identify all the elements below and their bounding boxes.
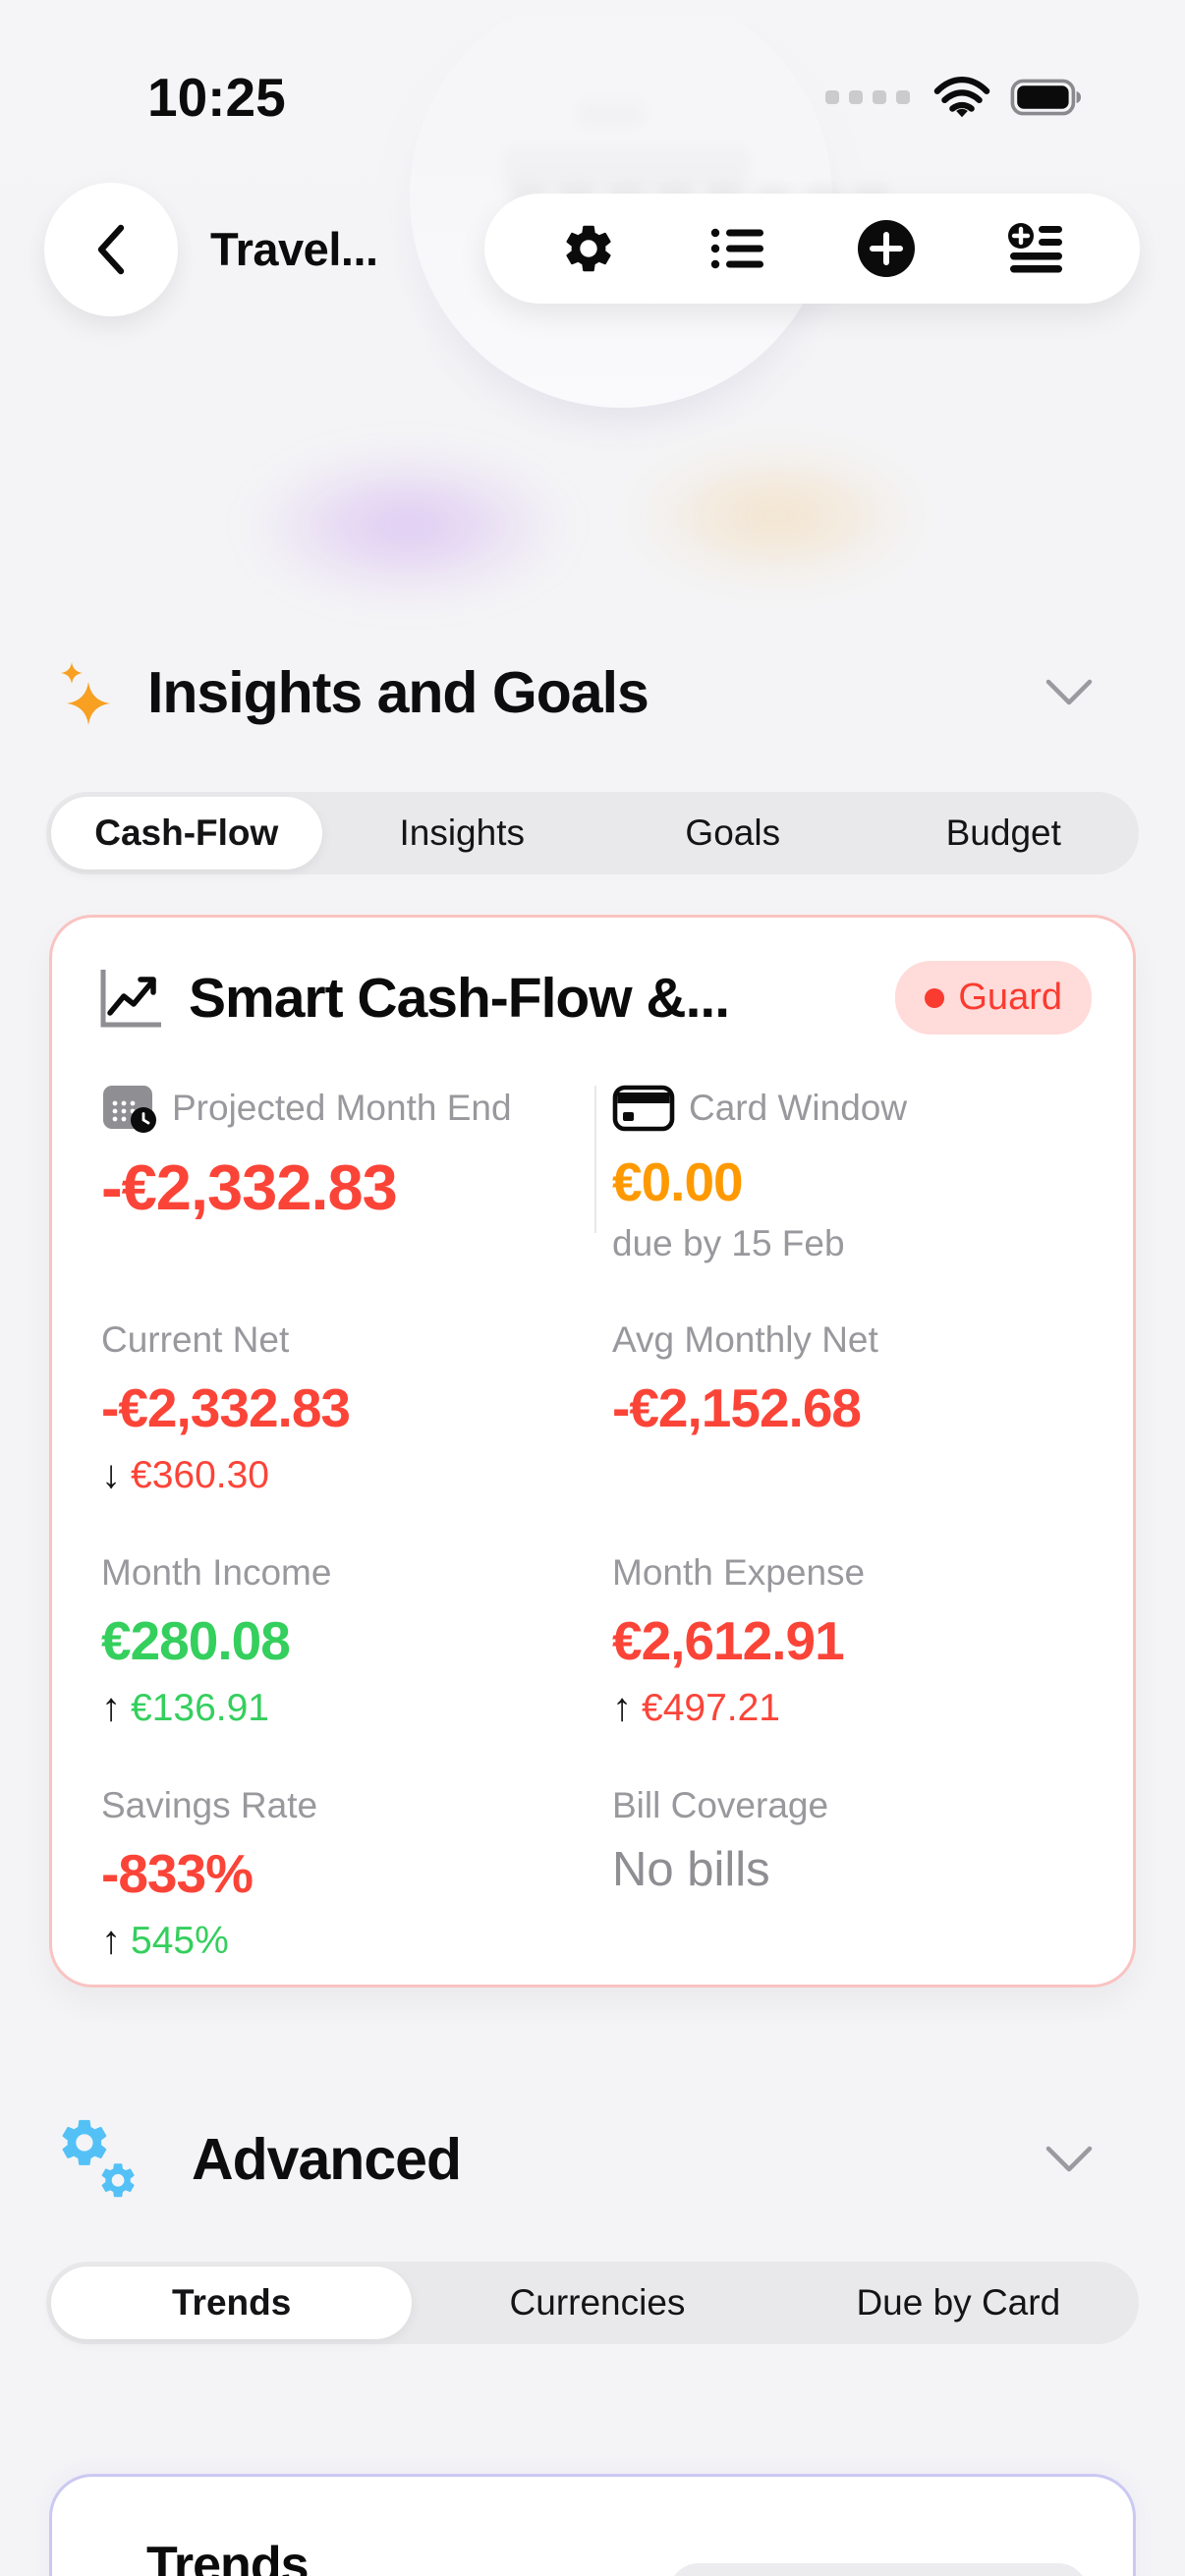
stat-month-expense: Month Expense €2,612.91 ↑ €497.21	[612, 1552, 1094, 1730]
stat-value: €2,612.91	[612, 1610, 845, 1671]
stat-delta: 545%	[131, 1919, 229, 1962]
signal-dots-icon	[825, 90, 910, 104]
add-to-list-button[interactable]	[991, 194, 1080, 304]
donut-glow-orange	[629, 447, 924, 585]
arrow-up-icon: ↑	[101, 1919, 121, 1962]
stat-value: -€2,332.83	[101, 1377, 351, 1438]
list-view-button[interactable]	[694, 194, 782, 304]
insights-section-header[interactable]: Insights and Goals	[0, 648, 1185, 737]
stat-delta: €360.30	[131, 1453, 269, 1496]
column-divider	[594, 1086, 596, 1233]
plus-circle-icon	[856, 218, 917, 279]
stat-value: €280.08	[101, 1610, 291, 1671]
tab-insights[interactable]: Insights	[399, 812, 525, 853]
battery-icon	[1010, 79, 1083, 116]
arrow-up-icon: ↑	[612, 1686, 632, 1729]
stat-current-net: Current Net -€2,332.83 ↓ €360.30	[101, 1319, 568, 1497]
gears-icon	[52, 2110, 150, 2209]
chevron-down-icon[interactable]	[1044, 2144, 1095, 2175]
status-dot-icon	[925, 987, 945, 1008]
stat-label: Month Expense	[612, 1552, 866, 1593]
chart-line-icon	[96, 966, 167, 1031]
advanced-section-header[interactable]: Advanced	[0, 2110, 1185, 2209]
stat-value: -833%	[101, 1843, 254, 1904]
guard-badge-label: Guard	[958, 977, 1062, 1018]
stat-label: Card Window	[689, 1088, 908, 1128]
arrow-up-icon: ↑	[101, 1686, 121, 1729]
add-button[interactable]	[842, 194, 931, 304]
stat-delta: €136.91	[131, 1686, 269, 1729]
stat-bill-coverage: Bill Coverage No bills	[612, 1785, 1094, 1963]
donut-glow-purple	[246, 452, 570, 599]
stat-card-window: Card Window €0.00 due by 15 Feb	[612, 1082, 1094, 1264]
stat-value: -€2,152.68	[612, 1377, 862, 1438]
trends-card: Trends	[49, 2474, 1136, 2576]
stats-grid: Projected Month End -€2,332.83 Card Wind…	[101, 1082, 1094, 1963]
stat-label: Bill Coverage	[612, 1785, 829, 1825]
stat-savings-rate: Savings Rate -833% ↑ 545%	[101, 1785, 568, 1963]
stat-delta: €497.21	[642, 1686, 780, 1729]
stat-label: Current Net	[101, 1319, 290, 1360]
chevron-left-icon	[91, 222, 131, 277]
blurred-amount	[503, 146, 751, 190]
chevron-down-icon[interactable]	[1044, 677, 1095, 708]
stat-label: Avg Monthly Net	[612, 1319, 878, 1360]
tab-currencies[interactable]: Currencies	[509, 2282, 686, 2323]
status-bar: 10:25	[0, 67, 1185, 128]
playlist-add-icon	[1007, 222, 1064, 275]
credit-card-icon	[612, 1082, 675, 1135]
stat-month-income: Month Income €280.08 ↑ €136.91	[101, 1552, 568, 1730]
page-title: Travel...	[210, 223, 378, 275]
nav-actions-pill	[484, 194, 1140, 304]
tab-budget[interactable]: Budget	[945, 812, 1061, 853]
settings-button[interactable]	[544, 194, 633, 304]
stat-label: Projected Month End	[172, 1088, 512, 1128]
guard-status-badge: Guard	[895, 961, 1092, 1035]
back-button[interactable]	[44, 183, 178, 316]
stat-avg-monthly-net: Avg Monthly Net -€2,152.68	[612, 1319, 1094, 1497]
section-title: Advanced	[192, 2127, 462, 2192]
bullet-list-icon	[710, 225, 765, 272]
stat-value: €0.00	[612, 1151, 744, 1212]
card-title-row: Smart Cash-Flow &... Guard	[96, 961, 1092, 1035]
insights-tabbar: Cash-Flow Insights Goals Budget	[46, 792, 1139, 874]
tab-cash-flow[interactable]: Cash-Flow	[51, 797, 322, 869]
stat-projected-month-end: Projected Month End -€2,332.83	[101, 1082, 568, 1264]
arrow-down-icon: ↓	[101, 1453, 121, 1496]
advanced-tabbar: Trends Currencies Due by Card	[46, 2262, 1139, 2344]
wifi-icon	[933, 76, 990, 119]
stat-value: No bills	[612, 1843, 770, 1896]
status-icons	[825, 76, 1083, 119]
tab-goals[interactable]: Goals	[685, 812, 781, 853]
card-title: Smart Cash-Flow &...	[189, 966, 730, 1030]
stat-label: Savings Rate	[101, 1785, 318, 1825]
cash-flow-card: Smart Cash-Flow &... Guard	[49, 915, 1136, 1988]
stat-label: Month Income	[101, 1552, 332, 1593]
calendar-clock-icon	[101, 1082, 158, 1135]
tab-trends[interactable]: Trends	[51, 2267, 413, 2339]
trends-range-selector[interactable]	[669, 2563, 1088, 2576]
stat-subtext: due by 15 Feb	[612, 1223, 845, 1263]
status-time: 10:25	[147, 67, 286, 128]
tab-due-by-card[interactable]: Due by Card	[856, 2282, 1061, 2323]
stat-value: -€2,332.83	[101, 1151, 398, 1223]
gear-icon	[560, 220, 617, 277]
trends-card-title: Trends	[146, 2537, 309, 2576]
sparkles-icon	[55, 660, 120, 725]
section-title: Insights and Goals	[147, 660, 649, 725]
